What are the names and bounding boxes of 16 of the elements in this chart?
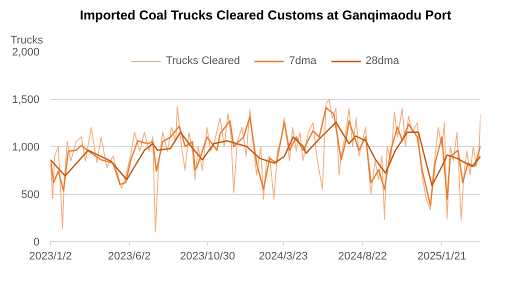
x-tick-label: 2024/3/23: [258, 250, 308, 262]
x-tick-label: 2023/1/2: [29, 250, 72, 262]
x-tick-label: 2024/8/22: [338, 250, 388, 262]
x-tick-label: 2025/1/21: [417, 250, 466, 262]
y-tick-label: 1,500: [12, 94, 40, 106]
y-tick-label: 2,000: [12, 46, 40, 58]
y-axis-title: Trucks: [10, 34, 44, 46]
y-tick-label: 1,000: [12, 142, 40, 154]
x-tick-label: 2023/10/30: [180, 250, 236, 262]
legend-label: 28dma: [366, 55, 400, 67]
chart-title: Imported Coal Trucks Cleared Customs at Ganqimaodu Port: [80, 8, 452, 22]
y-tick-label: 500: [21, 189, 40, 201]
legend-label: Trucks Cleared: [166, 55, 240, 67]
y-tick-label: 0: [33, 236, 40, 248]
legend-label: 7dma: [289, 55, 317, 67]
x-tick-label: 2023/6/2: [108, 250, 151, 262]
